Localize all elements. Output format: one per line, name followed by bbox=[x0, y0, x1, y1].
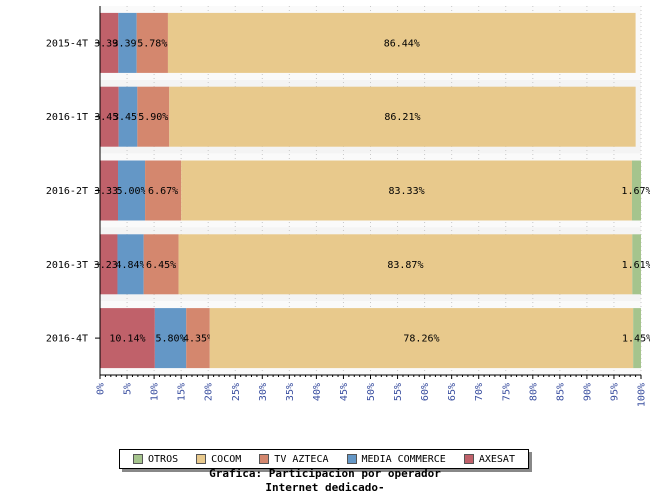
x-tick-label: 10% bbox=[150, 383, 161, 401]
legend-item: COCOM bbox=[196, 454, 241, 465]
data-label: 3.23% bbox=[94, 260, 124, 271]
bar-segment bbox=[154, 308, 187, 369]
data-label: 3.45% bbox=[113, 112, 143, 123]
data-label: 5.00% bbox=[116, 186, 146, 197]
legend-label: MEDIA COMMERCE bbox=[361, 453, 446, 465]
data-label: 5.90% bbox=[138, 112, 168, 123]
category-label: 2016-1T bbox=[46, 112, 88, 123]
bar-segment bbox=[118, 12, 137, 73]
x-tick-label: 15% bbox=[177, 383, 188, 401]
x-tick-label: 45% bbox=[339, 383, 350, 401]
bar-segment bbox=[118, 160, 146, 221]
data-label: 3.39% bbox=[112, 38, 142, 49]
x-tick-label: 30% bbox=[258, 383, 269, 401]
data-label: 1.61% bbox=[622, 260, 650, 271]
bar-segment bbox=[145, 160, 182, 221]
bar-segment bbox=[100, 160, 119, 221]
x-tick-label: 55% bbox=[393, 383, 404, 401]
legend-swatch bbox=[133, 454, 144, 464]
bar-segment bbox=[143, 234, 179, 295]
data-label: 6.67% bbox=[148, 186, 178, 197]
bar-segment bbox=[167, 12, 636, 73]
data-label: 3.33% bbox=[94, 186, 124, 197]
legend: OTROS COCOM TV AZTECA MEDIA COMMERCE AXESAT bbox=[119, 449, 529, 469]
x-tick-label: 5% bbox=[123, 383, 134, 395]
bar-segment bbox=[100, 234, 118, 295]
stacked-bar-chart: 3.39%3.39%5.78% 86.44%2015-4T3.45%3.45%5.… bbox=[46, 6, 650, 407]
x-tick-label: 35% bbox=[285, 383, 296, 401]
legend-swatch bbox=[463, 454, 474, 464]
x-tick-label: 90% bbox=[582, 383, 593, 401]
x-tick-label: 75% bbox=[501, 383, 512, 401]
bar-segment bbox=[100, 308, 155, 369]
category-label: 2016-4T bbox=[46, 334, 88, 345]
bar-segment bbox=[178, 234, 633, 295]
data-label: 83.87% bbox=[387, 260, 423, 271]
data-label: 83.33% bbox=[388, 186, 424, 197]
bar-segment bbox=[118, 86, 138, 147]
data-label: 3.39% bbox=[94, 38, 124, 49]
data-label: 6.45% bbox=[146, 260, 176, 271]
legend-label: COCOM bbox=[211, 453, 242, 465]
legend-item: OTROS bbox=[133, 454, 178, 465]
bar-segment bbox=[100, 86, 119, 147]
x-tick-label: 65% bbox=[447, 383, 458, 401]
bar-segment bbox=[100, 12, 119, 73]
legend-item: MEDIA COMMERCE bbox=[346, 453, 446, 465]
data-label: 1.45% bbox=[622, 334, 650, 345]
bar-segment bbox=[137, 86, 170, 147]
bar-segment bbox=[632, 234, 641, 295]
data-label: 5.78% bbox=[137, 38, 167, 49]
legend-swatch bbox=[259, 454, 270, 464]
x-tick-label: 60% bbox=[420, 383, 431, 401]
legend-label: AXESAT bbox=[478, 453, 515, 465]
legend-swatch bbox=[196, 454, 207, 464]
data-label: 3.45% bbox=[94, 112, 124, 123]
data-label: 86.21% bbox=[384, 112, 420, 123]
data-label: 1.67% bbox=[621, 186, 650, 197]
data-label: 4.35% bbox=[183, 334, 213, 345]
legend-item: TV AZTECA bbox=[259, 454, 328, 465]
bar-segment bbox=[181, 160, 632, 221]
bar-segment bbox=[633, 308, 641, 369]
category-label: 2016-2T bbox=[46, 186, 88, 197]
bar-segment bbox=[186, 308, 210, 369]
x-tick-label: 100% bbox=[637, 383, 648, 407]
legend-label: TV AZTECA bbox=[274, 453, 329, 465]
category-label: 2016-3T bbox=[46, 260, 88, 271]
category-label: 2015-4T bbox=[46, 38, 88, 49]
data-label: 86.44% bbox=[384, 38, 420, 49]
x-tick-label: 40% bbox=[312, 383, 323, 401]
data-label: 4.84% bbox=[116, 260, 146, 271]
x-tick-label: 95% bbox=[609, 383, 620, 401]
x-tick-label: 20% bbox=[204, 383, 215, 401]
bar-segment bbox=[631, 160, 641, 221]
bar-segment bbox=[169, 86, 636, 147]
legend-swatch bbox=[346, 454, 357, 464]
x-tick-label: 50% bbox=[366, 383, 377, 401]
legend-item: AXESAT bbox=[463, 453, 515, 465]
chart-subtitle: Internet dedicado- bbox=[265, 481, 385, 494]
legend-label: OTROS bbox=[148, 453, 179, 465]
data-label: 78.26% bbox=[403, 334, 439, 345]
bar-segment bbox=[209, 308, 634, 369]
bar-segment bbox=[136, 12, 168, 73]
x-tick-label: 70% bbox=[474, 383, 485, 401]
x-tick-label: 0% bbox=[96, 383, 107, 395]
bar-segment bbox=[117, 234, 144, 295]
x-tick-label: 80% bbox=[528, 383, 539, 401]
data-label: 5.80% bbox=[155, 334, 185, 345]
x-tick-label: 85% bbox=[555, 383, 566, 401]
x-tick-label: 25% bbox=[231, 383, 242, 401]
chart-title: Grafica: Participacion por operador bbox=[209, 467, 441, 480]
data-label: 10.14% bbox=[109, 334, 145, 345]
